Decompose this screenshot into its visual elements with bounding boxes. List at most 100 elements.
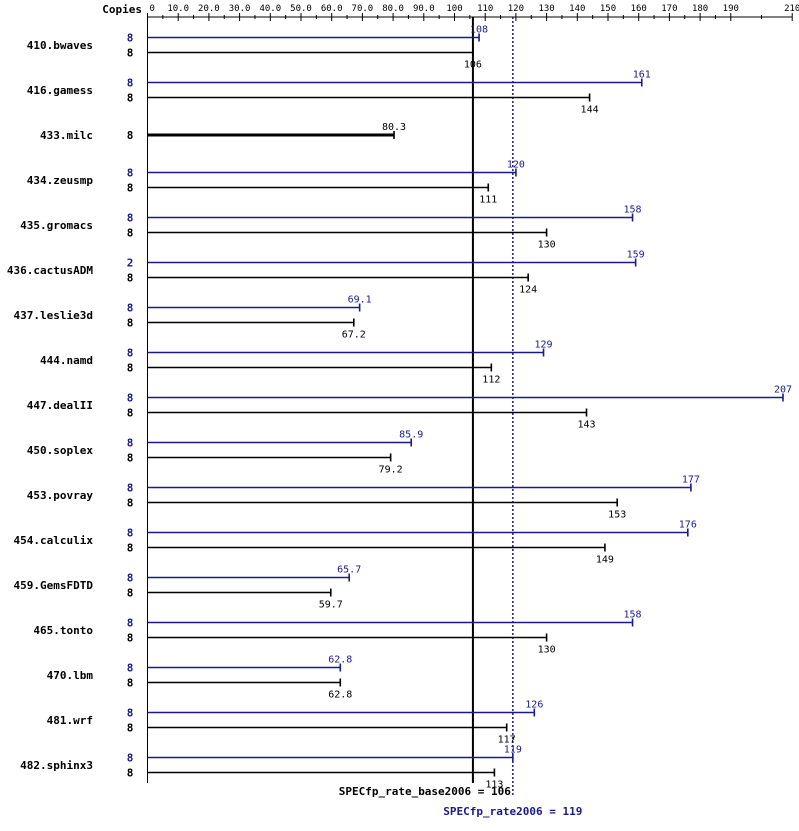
peak-copies-label: 8 [127, 617, 134, 630]
benchmark-label: 416.gamess [27, 84, 93, 97]
x-tick-label: 160 [631, 4, 647, 14]
base-copies-label: 8 [127, 542, 134, 555]
base-copies-label: 8 [127, 92, 134, 105]
peak-value-label: 69.1 [348, 295, 372, 306]
peak-copies-label: 8 [127, 302, 134, 315]
base-value-label: 62.8 [328, 690, 352, 701]
peak-copies-label: 8 [127, 707, 134, 720]
peak-copies-label: 8 [127, 572, 134, 585]
base-value-label: 153 [608, 510, 626, 521]
benchmark-label: 437.leslie3d [14, 309, 93, 322]
base-value-label: 106 [464, 60, 482, 71]
x-tick-label: 120 [508, 4, 524, 14]
base-copies-label: 8 [127, 317, 134, 330]
benchmark-label: 447.dealII [27, 399, 93, 412]
peak-copies-label: 8 [127, 482, 134, 495]
base-value-label: 113 [485, 780, 503, 791]
peak-value-label: 119 [504, 745, 522, 756]
x-tick-label: 10.0 [167, 4, 189, 14]
x-tick-label: 170 [661, 4, 677, 14]
peak-copies-label: 2 [127, 257, 134, 270]
base-copies-label: 8 [127, 587, 134, 600]
bars [147, 33, 784, 777]
base-copies-label: 8 [127, 47, 134, 60]
peak-value-label: 159 [627, 250, 645, 261]
base-copies-label: 8 [127, 182, 134, 195]
base-copies-label: 8 [127, 722, 134, 735]
peak-copies-label: 8 [127, 167, 134, 180]
copies-header: Copies [102, 3, 142, 16]
base-copies-label: 8 [127, 272, 134, 285]
x-tick-label: 80.0 [382, 4, 404, 14]
base-copies-label: 8 [127, 129, 134, 142]
base-copies-label: 8 [127, 362, 134, 375]
peak-copies-label: 8 [127, 662, 134, 675]
base-value-label: 143 [577, 420, 595, 431]
base-value-label: 79.2 [379, 465, 403, 476]
peak-value-label: 120 [507, 160, 525, 171]
peak-value-label: 177 [682, 475, 700, 486]
x-axis: 0 10.0 20.0 30.0 40.0 50.0 60.0 70.0 80.0 90.0 100… [147, 4, 799, 783]
x-tick-label: 180 [692, 4, 708, 14]
base-value-label: 124 [519, 285, 537, 296]
x-tick-label: 60.0 [321, 4, 343, 14]
x-tick-label: 90.0 [413, 4, 435, 14]
x-tick-label: 0 [150, 4, 155, 14]
benchmark-label: 481.wrf [47, 714, 93, 727]
benchmark-label: 444.namd [40, 354, 93, 367]
base-value-label: 59.7 [319, 600, 343, 611]
base-copies-label: 8 [127, 767, 134, 780]
reference-lines [471, 17, 514, 797]
x-tick-label: 20.0 [198, 4, 220, 14]
base-value-label: 80.3 [382, 122, 406, 133]
benchmark-label: 482.sphinx3 [20, 759, 93, 772]
benchmark-label: 434.zeusmp [27, 174, 94, 187]
peak-value-label: 158 [624, 205, 642, 216]
base-value-label: 130 [538, 645, 556, 656]
peak-copies-label: 8 [127, 527, 134, 540]
peak-value-label: 176 [679, 520, 697, 531]
benchmark-label: 435.gromacs [20, 219, 93, 232]
base-value-label: 149 [596, 555, 614, 566]
benchmark-label: 470.lbm [47, 669, 94, 682]
base-copies-label: 8 [127, 677, 134, 690]
peak-copies-label: 8 [127, 77, 134, 90]
peak-value-label: 85.9 [399, 430, 423, 441]
x-tick-label: 70.0 [352, 4, 374, 14]
x-tick-label: 110 [477, 4, 493, 14]
x-tick-label: 210 [784, 4, 799, 14]
base-value-label: 130 [538, 240, 556, 251]
x-tick-label: 50.0 [290, 4, 312, 14]
peak-value-label: 207 [774, 385, 792, 396]
peak-mean-label: SPECfp_rate2006 = 119 [443, 805, 582, 818]
base-mean-label: SPECfp_rate_base2006 = 106 [339, 785, 512, 798]
x-tick-label: 190 [723, 4, 739, 14]
labels: SPECfp_rate_base2006 = 106 SPECfp_rate200… [7, 25, 792, 819]
peak-value-label: 161 [633, 70, 651, 81]
benchmark-label: 459.GemsFDTD [14, 579, 94, 592]
base-copies-label: 8 [127, 632, 134, 645]
benchmark-label: 433.milc [40, 129, 93, 142]
x-tick-label: 40.0 [259, 4, 281, 14]
peak-value-label: 158 [624, 610, 642, 621]
x-tick-label: 100 [446, 4, 462, 14]
peak-value-label: 126 [525, 700, 543, 711]
benchmark-label: 410.bwaves [27, 39, 93, 52]
benchmark-label: 454.calculix [14, 534, 94, 547]
x-tick-label: 140 [569, 4, 585, 14]
benchmark-label: 450.soplex [27, 444, 94, 457]
base-copies-label: 8 [127, 497, 134, 510]
peak-copies-label: 8 [127, 32, 134, 45]
base-copies-label: 8 [127, 452, 134, 465]
x-tick-label: 150 [600, 4, 616, 14]
base-copies-label: 8 [127, 227, 134, 240]
benchmark-label: 436.cactusADM [7, 264, 93, 277]
base-value-label: 117 [498, 735, 516, 746]
peak-value-label: 129 [534, 340, 552, 351]
peak-value-label: 108 [470, 25, 488, 36]
base-value-label: 67.2 [342, 330, 366, 341]
base-copies-label: 8 [127, 407, 134, 420]
base-value-label: 144 [581, 105, 599, 116]
